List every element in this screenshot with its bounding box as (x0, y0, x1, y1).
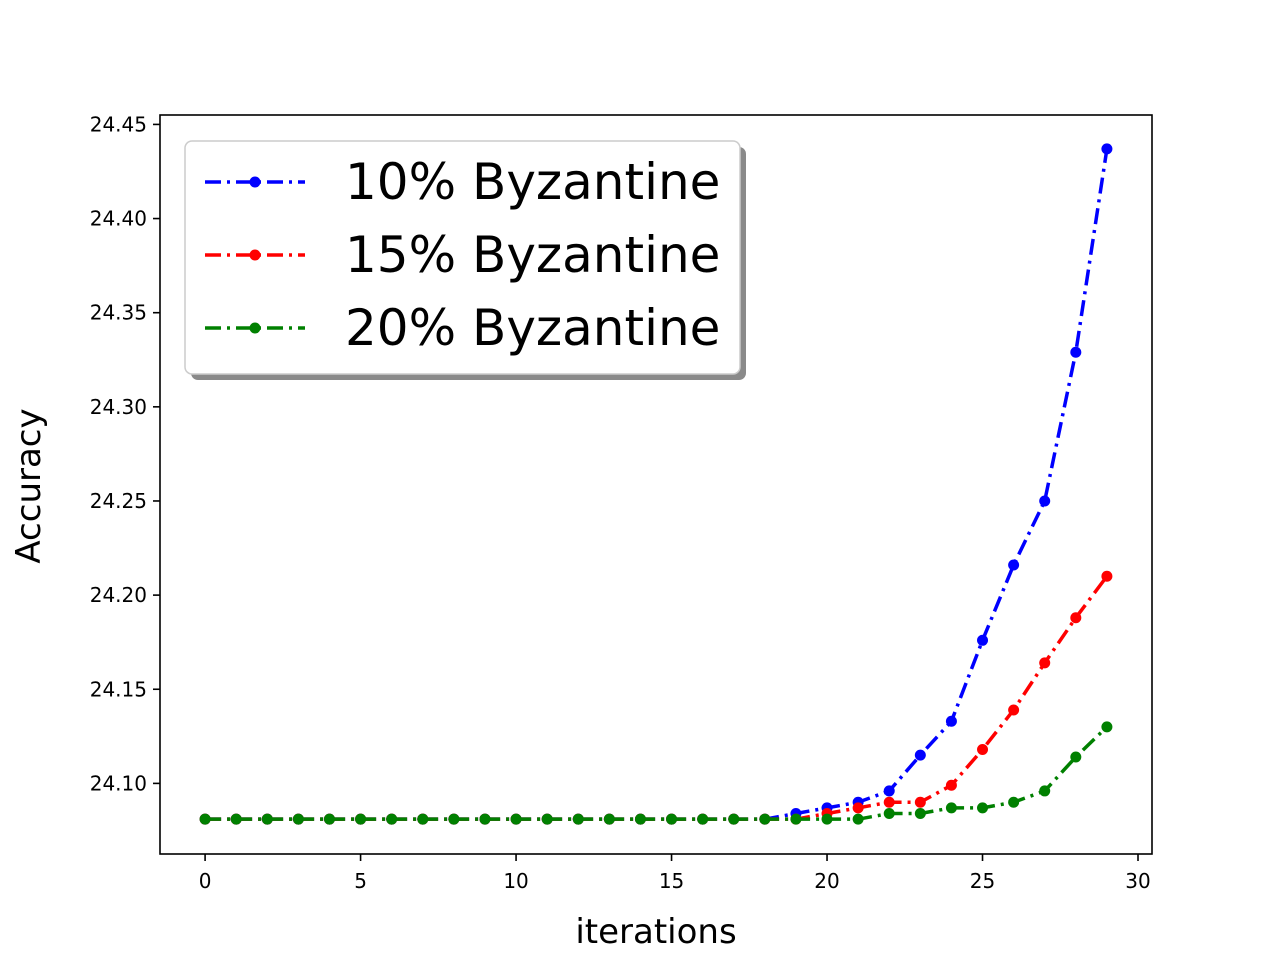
data-point (1101, 570, 1113, 582)
legend-marker (249, 322, 261, 334)
x-tick-label: 15 (659, 869, 684, 893)
y-tick-label: 24.45 (90, 112, 147, 136)
legend-item-3: 20% Byzantine (205, 299, 720, 357)
data-point (852, 813, 864, 825)
data-point (386, 813, 398, 825)
x-tick-label: 30 (1125, 869, 1150, 893)
data-point (634, 813, 646, 825)
data-point (261, 813, 273, 825)
data-point (790, 813, 802, 825)
data-point (852, 802, 864, 814)
legend-item-2: 15% Byzantine (205, 226, 720, 284)
data-point (1008, 559, 1020, 571)
legend-label: 10% Byzantine (345, 153, 720, 211)
data-point (977, 802, 989, 814)
legend-label: 20% Byzantine (345, 299, 720, 357)
data-point (1070, 751, 1082, 763)
y-tick-label: 24.35 (90, 301, 147, 325)
x-tick-label: 0 (199, 869, 212, 893)
data-point (572, 813, 584, 825)
data-point (883, 796, 895, 808)
data-point (914, 808, 926, 820)
data-point (603, 813, 615, 825)
data-point (977, 634, 989, 646)
y-tick-label: 24.20 (90, 583, 147, 607)
data-point (945, 715, 957, 727)
data-point (541, 813, 553, 825)
data-point (448, 813, 460, 825)
y-tick-label: 24.10 (90, 771, 147, 795)
data-point (914, 796, 926, 808)
data-point (914, 749, 926, 761)
x-tick-label: 25 (970, 869, 995, 893)
legend-item-1: 10% Byzantine (205, 153, 720, 211)
data-point (821, 813, 833, 825)
data-point (883, 808, 895, 820)
data-point (1008, 704, 1020, 716)
data-point (417, 813, 429, 825)
data-point (323, 813, 335, 825)
series-3 (199, 721, 1113, 825)
data-point (697, 813, 709, 825)
data-point (1008, 796, 1020, 808)
data-point (479, 813, 491, 825)
data-point (199, 813, 211, 825)
legend: 10% Byzantine 15% Byzantine 20% Byzantine (184, 140, 746, 380)
legend-marker (249, 249, 261, 261)
data-point (230, 813, 242, 825)
data-point (1070, 346, 1082, 358)
data-point (1039, 495, 1051, 507)
legend-marker (249, 176, 261, 188)
y-axis-label: Accuracy (9, 408, 49, 563)
data-point (945, 779, 957, 791)
y-tick-label: 24.30 (90, 395, 147, 419)
data-point (1039, 657, 1051, 669)
x-axis-label: iterations (575, 912, 736, 952)
data-point (945, 802, 957, 814)
y-tick-label: 24.25 (90, 489, 147, 513)
data-point (666, 813, 678, 825)
data-point (759, 813, 771, 825)
plot-frame (159, 114, 1153, 855)
data-point (883, 785, 895, 797)
legend-label: 15% Byzantine (345, 226, 720, 284)
data-point (292, 813, 304, 825)
data-point (1070, 612, 1082, 624)
data-point (1039, 785, 1051, 797)
data-point (1101, 721, 1113, 733)
x-tick-label: 10 (503, 869, 528, 893)
y-tick-label: 24.40 (90, 207, 147, 231)
series-layer (199, 143, 1113, 825)
x-tick-label: 5 (354, 869, 367, 893)
x-tick-label: 20 (814, 869, 839, 893)
data-point (355, 813, 367, 825)
y-tick-label: 24.15 (90, 677, 147, 701)
data-point (1101, 143, 1113, 155)
data-point (977, 744, 989, 755)
data-point (728, 813, 740, 825)
legend-box (184, 140, 741, 375)
axes-layer: 0 5 10 15 20 25 30 24.10 24.15 24.20 24.25 24.30 24.… (90, 112, 1153, 893)
data-point (510, 813, 522, 825)
